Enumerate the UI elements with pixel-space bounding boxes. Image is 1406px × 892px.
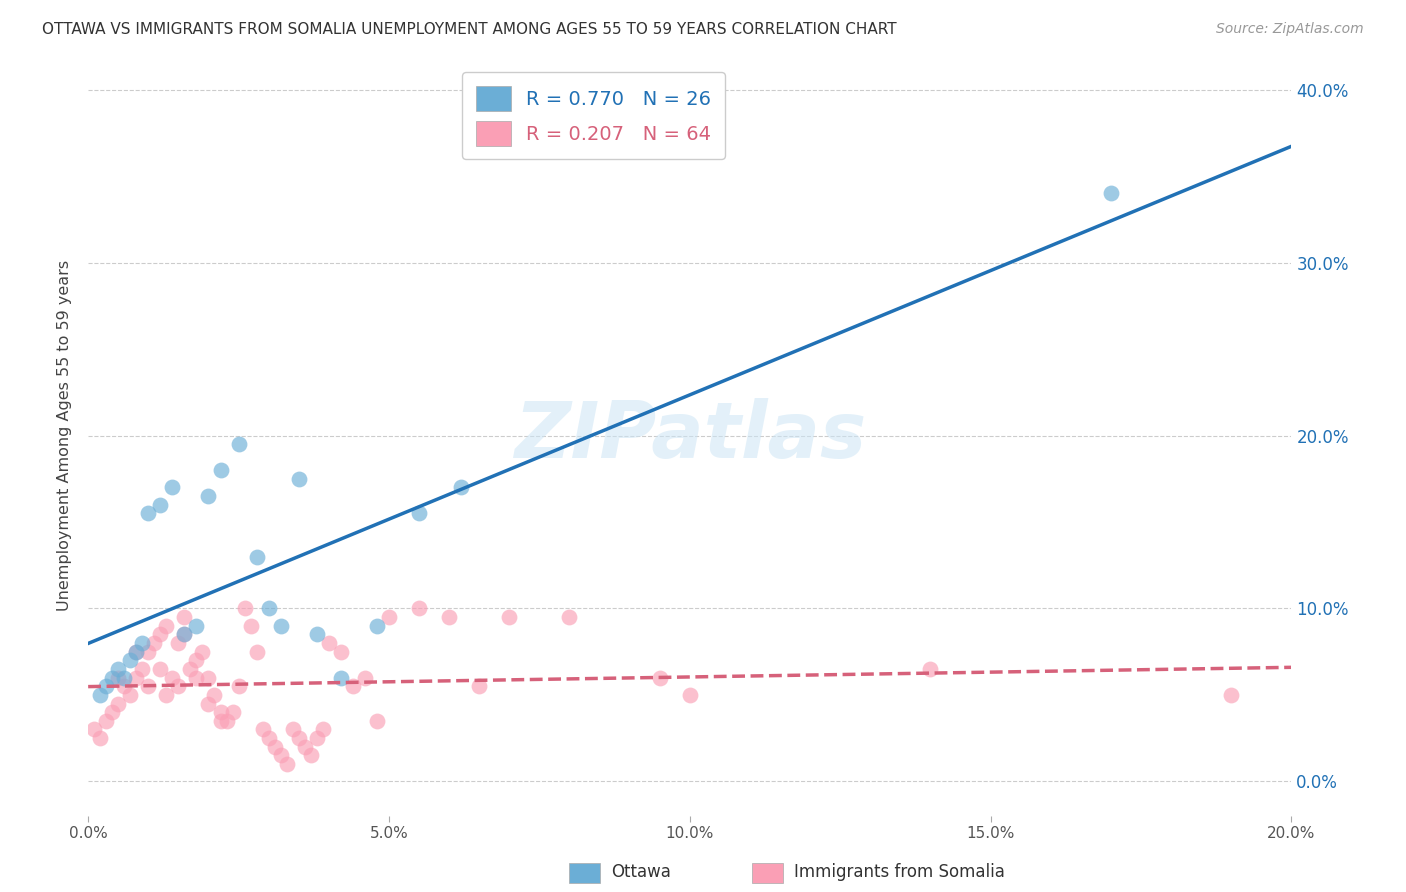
Point bbox=[149, 627, 172, 641]
Point bbox=[96, 714, 118, 728]
Point bbox=[136, 645, 159, 659]
Point bbox=[318, 636, 340, 650]
Point bbox=[107, 671, 129, 685]
Point bbox=[228, 679, 250, 693]
Y-axis label: Unemployment Among Ages 55 to 59 years: Unemployment Among Ages 55 to 59 years bbox=[58, 260, 72, 611]
Point bbox=[162, 480, 184, 494]
Point bbox=[155, 618, 177, 632]
Point bbox=[305, 627, 328, 641]
Point bbox=[197, 671, 219, 685]
Point bbox=[131, 636, 153, 650]
Point bbox=[228, 437, 250, 451]
Point bbox=[287, 472, 309, 486]
Point bbox=[209, 705, 232, 719]
Point bbox=[209, 463, 232, 477]
Text: ZIPatlas: ZIPatlas bbox=[513, 398, 866, 474]
Point bbox=[191, 645, 214, 659]
Point bbox=[149, 498, 172, 512]
Point bbox=[408, 601, 430, 615]
Point bbox=[215, 714, 238, 728]
Point bbox=[131, 662, 153, 676]
Point bbox=[450, 480, 472, 494]
Point bbox=[186, 618, 208, 632]
Point bbox=[83, 723, 105, 737]
Point bbox=[329, 645, 352, 659]
Point bbox=[173, 610, 195, 624]
Point bbox=[186, 671, 208, 685]
Point bbox=[648, 671, 671, 685]
Point bbox=[679, 688, 702, 702]
Point bbox=[354, 671, 377, 685]
Point bbox=[197, 489, 219, 503]
Point bbox=[112, 679, 135, 693]
Point bbox=[366, 714, 388, 728]
Point bbox=[107, 662, 129, 676]
Point bbox=[136, 506, 159, 520]
Point bbox=[408, 506, 430, 520]
Point bbox=[920, 662, 942, 676]
Point bbox=[107, 697, 129, 711]
Point bbox=[89, 688, 111, 702]
Point bbox=[155, 688, 177, 702]
Point bbox=[162, 671, 184, 685]
Text: Immigrants from Somalia: Immigrants from Somalia bbox=[794, 863, 1005, 881]
Point bbox=[167, 679, 190, 693]
Point bbox=[263, 739, 285, 754]
Point bbox=[246, 645, 269, 659]
Point bbox=[143, 636, 166, 650]
Text: Source: ZipAtlas.com: Source: ZipAtlas.com bbox=[1216, 22, 1364, 37]
Point bbox=[101, 671, 124, 685]
Point bbox=[233, 601, 256, 615]
Point bbox=[378, 610, 401, 624]
Point bbox=[558, 610, 581, 624]
Text: Ottawa: Ottawa bbox=[612, 863, 672, 881]
Point bbox=[329, 671, 352, 685]
Point bbox=[246, 549, 269, 564]
Point bbox=[312, 723, 335, 737]
Point bbox=[257, 731, 280, 745]
Point bbox=[149, 662, 172, 676]
Point bbox=[125, 645, 148, 659]
Point bbox=[125, 671, 148, 685]
Point bbox=[270, 748, 292, 763]
Point bbox=[120, 653, 142, 667]
Point bbox=[299, 748, 322, 763]
Point bbox=[270, 618, 292, 632]
Point bbox=[96, 679, 118, 693]
Point bbox=[101, 705, 124, 719]
Point bbox=[342, 679, 364, 693]
Point bbox=[197, 697, 219, 711]
Point bbox=[173, 627, 195, 641]
Point bbox=[287, 731, 309, 745]
Point bbox=[125, 645, 148, 659]
Legend: R = 0.770   N = 26, R = 0.207   N = 64: R = 0.770 N = 26, R = 0.207 N = 64 bbox=[463, 72, 725, 160]
Point bbox=[252, 723, 274, 737]
Point bbox=[1220, 688, 1243, 702]
Text: OTTAWA VS IMMIGRANTS FROM SOMALIA UNEMPLOYMENT AMONG AGES 55 TO 59 YEARS CORRELA: OTTAWA VS IMMIGRANTS FROM SOMALIA UNEMPL… bbox=[42, 22, 897, 37]
Point bbox=[209, 714, 232, 728]
Point bbox=[294, 739, 316, 754]
Point bbox=[221, 705, 243, 719]
Point bbox=[204, 688, 226, 702]
Point bbox=[276, 757, 298, 772]
Point bbox=[179, 662, 201, 676]
Point bbox=[468, 679, 491, 693]
Point bbox=[112, 671, 135, 685]
Point bbox=[366, 618, 388, 632]
Point bbox=[305, 731, 328, 745]
Point bbox=[437, 610, 460, 624]
Point bbox=[498, 610, 520, 624]
Point bbox=[186, 653, 208, 667]
Point bbox=[173, 627, 195, 641]
Point bbox=[281, 723, 304, 737]
Point bbox=[120, 688, 142, 702]
Point bbox=[167, 636, 190, 650]
Point bbox=[136, 679, 159, 693]
Point bbox=[1099, 186, 1122, 201]
Point bbox=[89, 731, 111, 745]
Point bbox=[257, 601, 280, 615]
Point bbox=[239, 618, 262, 632]
